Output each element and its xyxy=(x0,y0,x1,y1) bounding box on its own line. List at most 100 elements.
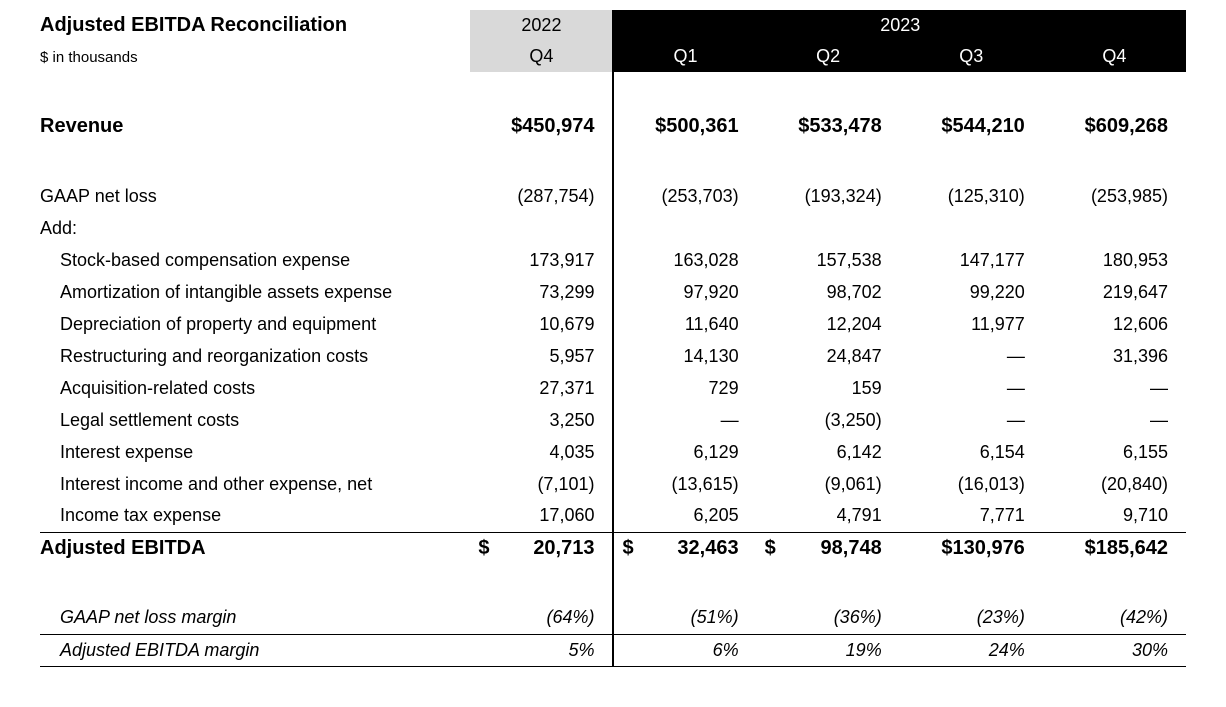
cell-value: (64%) xyxy=(546,607,594,627)
restructuring-row: Restructuring and reorganization costs 5… xyxy=(40,340,1186,372)
amortization-row: Amortization of intangible assets expens… xyxy=(40,276,1186,308)
row-label: Income tax expense xyxy=(60,505,221,525)
cell-value: (16,013) xyxy=(958,474,1025,494)
row-label: Interest income and other expense, net xyxy=(60,474,372,494)
cell-value: $130,976 xyxy=(941,537,1024,559)
cell-value: 20,713 xyxy=(533,537,594,560)
ebitda-margin-row: Adjusted EBITDA margin 5% 6% 19% 24% 30% xyxy=(40,634,1186,666)
quarter-label: Q4 xyxy=(1102,46,1126,66)
cell-value: 11,977 xyxy=(971,314,1025,334)
interest-income-row: Interest income and other expense, net (… xyxy=(40,468,1186,500)
cell-value: 98,702 xyxy=(827,282,882,302)
cell-value: 6% xyxy=(713,640,739,660)
dollar-sign: $ xyxy=(478,537,489,560)
cell-value: 147,177 xyxy=(960,250,1025,270)
table-title: Adjusted EBITDA Reconciliation xyxy=(40,14,347,36)
cell-value: (51%) xyxy=(691,607,739,627)
quarter-label: Q1 xyxy=(674,46,698,66)
cell-value: 32,463 xyxy=(677,537,738,560)
cell-value: (253,703) xyxy=(662,186,739,206)
cell-value: 157,538 xyxy=(817,250,882,270)
cell-value: 10,679 xyxy=(539,314,594,334)
cell-value: 24,847 xyxy=(827,346,882,366)
cell-value: (9,061) xyxy=(825,474,882,494)
quarter-label: Q3 xyxy=(959,46,983,66)
cell-value: (7,101) xyxy=(537,474,594,494)
header-quarter-row: $ in thousands Q4 Q1 Q2 Q3 Q4 xyxy=(40,40,1186,72)
cell-value: 4,791 xyxy=(837,505,882,525)
cell-value: (193,324) xyxy=(805,186,882,206)
year-a-label: 2022 xyxy=(521,15,561,35)
cell-value: 98,748 xyxy=(821,537,882,560)
cell-value: (3,250) xyxy=(825,410,882,430)
cell-value: $500,361 xyxy=(655,115,738,137)
row-label: Adjusted EBITDA margin xyxy=(60,640,259,660)
cell-value: 19% xyxy=(846,640,882,660)
cell-value: 99,220 xyxy=(970,282,1025,302)
cell-value: 12,606 xyxy=(1113,314,1168,334)
income-tax-row: Income tax expense 17,060 6,205 4,791 7,… xyxy=(40,500,1186,532)
cell-value: — xyxy=(1007,378,1025,398)
cell-value: 30% xyxy=(1132,640,1168,660)
row-label: Add: xyxy=(40,218,77,238)
cell-value: (13,615) xyxy=(672,474,739,494)
cell-value: — xyxy=(1150,378,1168,398)
cell-value: 31,396 xyxy=(1113,346,1168,366)
cell-value: 6,154 xyxy=(980,442,1025,462)
cell-value: $609,268 xyxy=(1085,115,1168,137)
cell-value: 180,953 xyxy=(1103,250,1168,270)
dollar-sign: $ xyxy=(765,537,776,560)
row-label: Acquisition-related costs xyxy=(60,378,255,398)
cell-value: 3,250 xyxy=(549,410,594,430)
row-label: Adjusted EBITDA xyxy=(40,537,206,559)
cell-value: 5% xyxy=(568,640,594,660)
cell-value: $450,974 xyxy=(511,115,594,137)
cell-value: (20,840) xyxy=(1101,474,1168,494)
cell-value: 6,155 xyxy=(1123,442,1168,462)
cell-value: — xyxy=(1150,410,1168,430)
row-label: Interest expense xyxy=(60,442,193,462)
cell-value: 73,299 xyxy=(539,282,594,302)
cell-value: 17,060 xyxy=(539,505,594,525)
table-subtitle: $ in thousands xyxy=(40,49,138,66)
cell-value: $533,478 xyxy=(798,115,881,137)
quarter-label: Q2 xyxy=(816,46,840,66)
cell-value: (253,985) xyxy=(1091,186,1168,206)
cell-value: (42%) xyxy=(1120,607,1168,627)
row-label: Restructuring and reorganization costs xyxy=(60,346,368,366)
cell-value: — xyxy=(1007,346,1025,366)
sbc-row: Stock-based compensation expense 173,917… xyxy=(40,244,1186,276)
depreciation-row: Depreciation of property and equipment 1… xyxy=(40,308,1186,340)
cell-value: 14,130 xyxy=(684,346,739,366)
add-label-row: Add: xyxy=(40,212,1186,244)
cell-value: 24% xyxy=(989,640,1025,660)
row-label: Stock-based compensation expense xyxy=(60,250,350,270)
gaap-net-loss-row: GAAP net loss (287,754) (253,703) (193,3… xyxy=(40,180,1186,212)
revenue-row: Revenue $450,974 $500,361 $533,478 $544,… xyxy=(40,110,1186,142)
adjusted-ebitda-row: Adjusted EBITDA $20,713 $32,463 $98,748 … xyxy=(40,532,1186,564)
cell-value: 173,917 xyxy=(529,250,594,270)
acquisition-row: Acquisition-related costs 27,371 729 159… xyxy=(40,372,1186,404)
row-label: Amortization of intangible assets expens… xyxy=(60,282,392,302)
cell-value: 97,920 xyxy=(684,282,739,302)
cell-value: 27,371 xyxy=(539,378,594,398)
cell-value: $544,210 xyxy=(941,115,1024,137)
cell-value: (287,754) xyxy=(517,186,594,206)
cell-value: (36%) xyxy=(834,607,882,627)
row-label: Revenue xyxy=(40,115,123,137)
row-label: GAAP net loss xyxy=(40,186,157,206)
cell-value: 6,205 xyxy=(694,505,739,525)
gaap-margin-row: GAAP net loss margin (64%) (51%) (36%) (… xyxy=(40,602,1186,634)
cell-value: 12,204 xyxy=(827,314,882,334)
cell-value: (23%) xyxy=(977,607,1025,627)
cell-value: 729 xyxy=(709,378,739,398)
cell-value: 5,957 xyxy=(549,346,594,366)
legal-row: Legal settlement costs 3,250 — (3,250) —… xyxy=(40,404,1186,436)
row-label: Depreciation of property and equipment xyxy=(60,314,376,334)
cell-value: — xyxy=(1007,410,1025,430)
ebitda-reconciliation-table: Adjusted EBITDA Reconciliation 2022 2023… xyxy=(40,10,1186,667)
cell-value: (125,310) xyxy=(948,186,1025,206)
interest-expense-row: Interest expense 4,035 6,129 6,142 6,154… xyxy=(40,436,1186,468)
cell-value: 6,142 xyxy=(837,442,882,462)
dollar-sign: $ xyxy=(622,537,633,560)
